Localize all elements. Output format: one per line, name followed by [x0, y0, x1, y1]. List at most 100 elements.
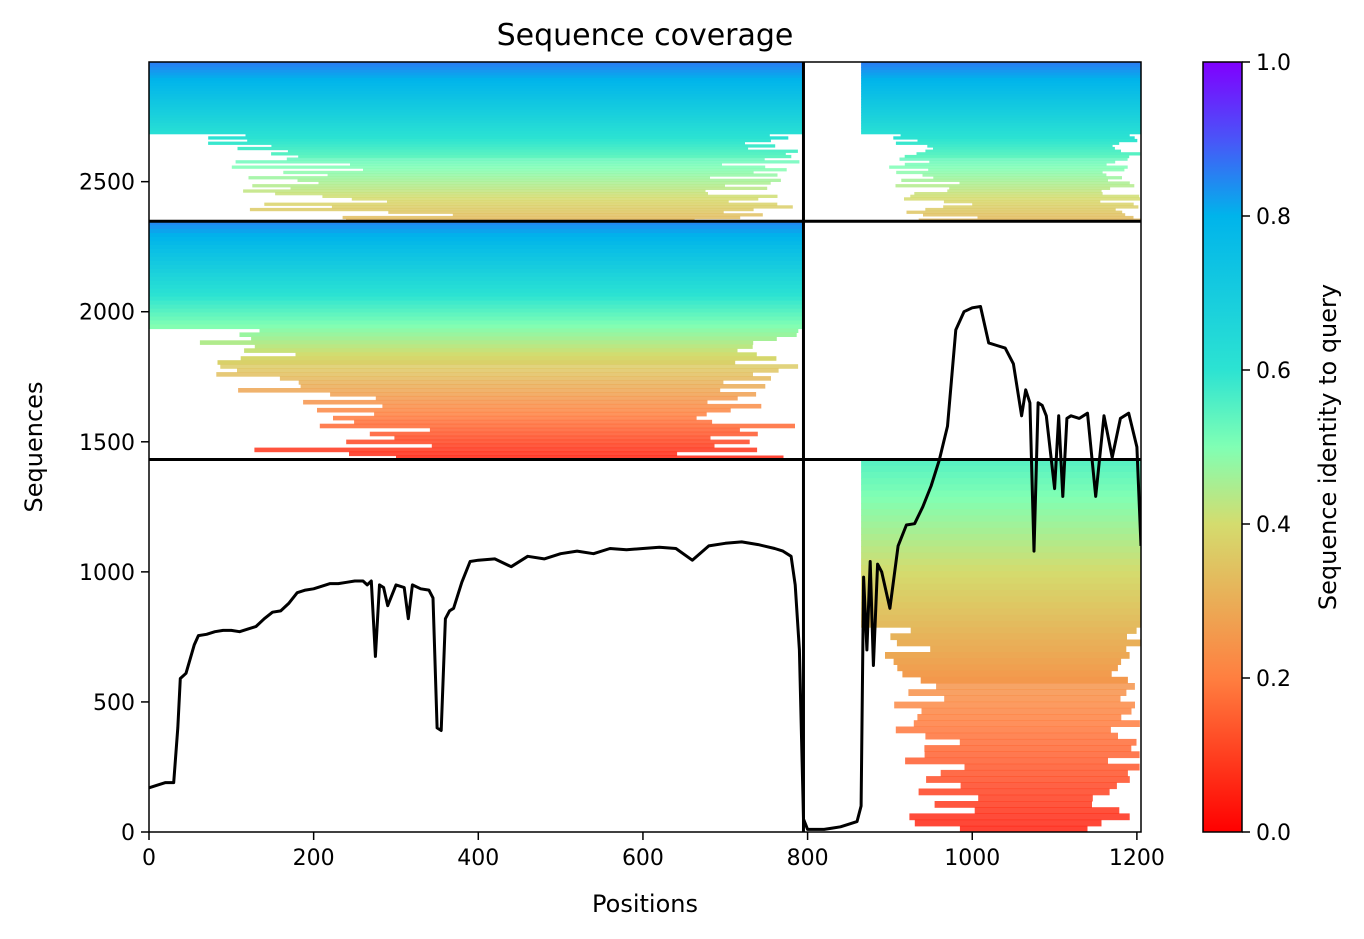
x-tick-label: 1000 — [944, 846, 1000, 871]
coverage-band — [861, 115, 1141, 119]
coverage-band — [861, 589, 1141, 597]
coverage-band — [861, 128, 1141, 132]
coverage-band — [861, 540, 1141, 547]
coverage-band — [861, 478, 1141, 485]
coverage-band — [149, 260, 804, 266]
coverage-band — [944, 695, 1121, 703]
coverage-band — [208, 136, 789, 140]
coverage-band — [149, 249, 804, 254]
coverage-band — [922, 173, 1107, 177]
coverage-band — [149, 93, 804, 98]
coverage-band — [327, 173, 778, 177]
coverage-band — [208, 141, 746, 145]
coverage-band — [861, 85, 1141, 90]
coverage-band — [235, 160, 800, 164]
x-tick-label: 600 — [622, 846, 664, 871]
coverage-band — [861, 521, 1141, 529]
coverage-band — [295, 352, 757, 357]
coverage-band — [861, 107, 1141, 111]
coverage-band — [978, 794, 1093, 802]
coverage-band — [149, 64, 804, 68]
coverage-band — [259, 328, 799, 333]
y-tick-label: 500 — [93, 691, 135, 716]
coverage-band — [149, 120, 804, 124]
y-axis-label: Sequences — [20, 382, 48, 513]
coverage-band — [940, 769, 1128, 777]
coverage-band — [149, 296, 804, 302]
x-tick-label: 1200 — [1109, 846, 1165, 871]
coverage-band — [318, 181, 771, 185]
coverage-band — [910, 194, 1140, 198]
coverage-band — [245, 133, 770, 137]
coverage-band — [861, 104, 1141, 108]
coverage-band — [861, 131, 1141, 135]
coverage-band — [901, 178, 1108, 182]
coverage-band — [351, 197, 759, 201]
coverage-band — [885, 652, 1130, 659]
coverage-band — [959, 738, 1137, 746]
coverage-band — [916, 152, 1141, 156]
coverage-band — [286, 157, 765, 161]
coverage-band — [964, 763, 1140, 771]
coverage-band — [149, 104, 804, 108]
coverage-band — [330, 392, 757, 397]
coverage-band — [894, 701, 1135, 709]
coverage-band — [933, 146, 1115, 151]
coverage-band — [943, 200, 1101, 204]
x-axis-label: Positions — [592, 890, 698, 918]
coverage-band — [149, 320, 804, 326]
x-tick-label: 800 — [787, 846, 829, 871]
coverage-band — [350, 162, 722, 167]
coverage-band — [861, 496, 1141, 504]
coverage-band — [249, 207, 754, 212]
coverage-band — [149, 112, 804, 116]
x-tick-label: 200 — [293, 846, 335, 871]
coverage-band — [149, 292, 804, 298]
coverage-band — [149, 80, 804, 84]
coverage-band — [349, 451, 678, 457]
coverage-band — [959, 181, 1130, 185]
coverage-band — [149, 280, 804, 286]
coverage-band — [861, 112, 1141, 116]
coverage-band — [924, 751, 1140, 759]
coverage-band — [861, 109, 1141, 114]
coverage-line — [149, 305, 1141, 831]
coverage-band — [861, 101, 1141, 106]
coverage-band — [895, 141, 1120, 145]
coverage-band — [287, 149, 798, 153]
colorbar — [1202, 61, 1243, 833]
coverage-band — [238, 388, 721, 393]
coverage-band — [333, 415, 697, 421]
coverage-band — [149, 308, 804, 314]
coverage-band — [861, 515, 1141, 523]
coverage-band — [895, 726, 1111, 734]
coverage-band — [861, 571, 1141, 578]
coverage-band — [240, 356, 777, 361]
coverage-band — [149, 288, 804, 294]
coverage-band — [149, 229, 804, 234]
coverage-band — [342, 215, 741, 220]
colorbar-tick-label: 0.4 — [1256, 513, 1291, 538]
coverage-band — [252, 184, 726, 188]
coverage-band — [896, 170, 1103, 175]
coverage-band — [149, 304, 804, 310]
coverage-band — [917, 138, 1138, 143]
coverage-band — [199, 340, 754, 345]
coverage-band — [231, 165, 766, 169]
coverage-band — [974, 807, 1120, 814]
coverage-band — [960, 782, 1117, 790]
coverage-band — [928, 168, 1125, 172]
coverage-band — [861, 527, 1141, 535]
coverage-band — [149, 115, 804, 119]
y-tick-label: 0 — [121, 821, 135, 846]
chainB-group3 — [861, 459, 1141, 832]
coverage-band — [861, 75, 1141, 79]
coverage-band — [925, 207, 1116, 212]
coverage-band — [149, 123, 804, 127]
colorbar-tick-label: 0.8 — [1256, 205, 1291, 230]
coverage-band — [861, 72, 1141, 76]
coverage-band — [149, 75, 804, 79]
coverage-band — [897, 664, 1118, 672]
coverage-band — [904, 162, 1107, 167]
coverage-band — [861, 490, 1141, 498]
